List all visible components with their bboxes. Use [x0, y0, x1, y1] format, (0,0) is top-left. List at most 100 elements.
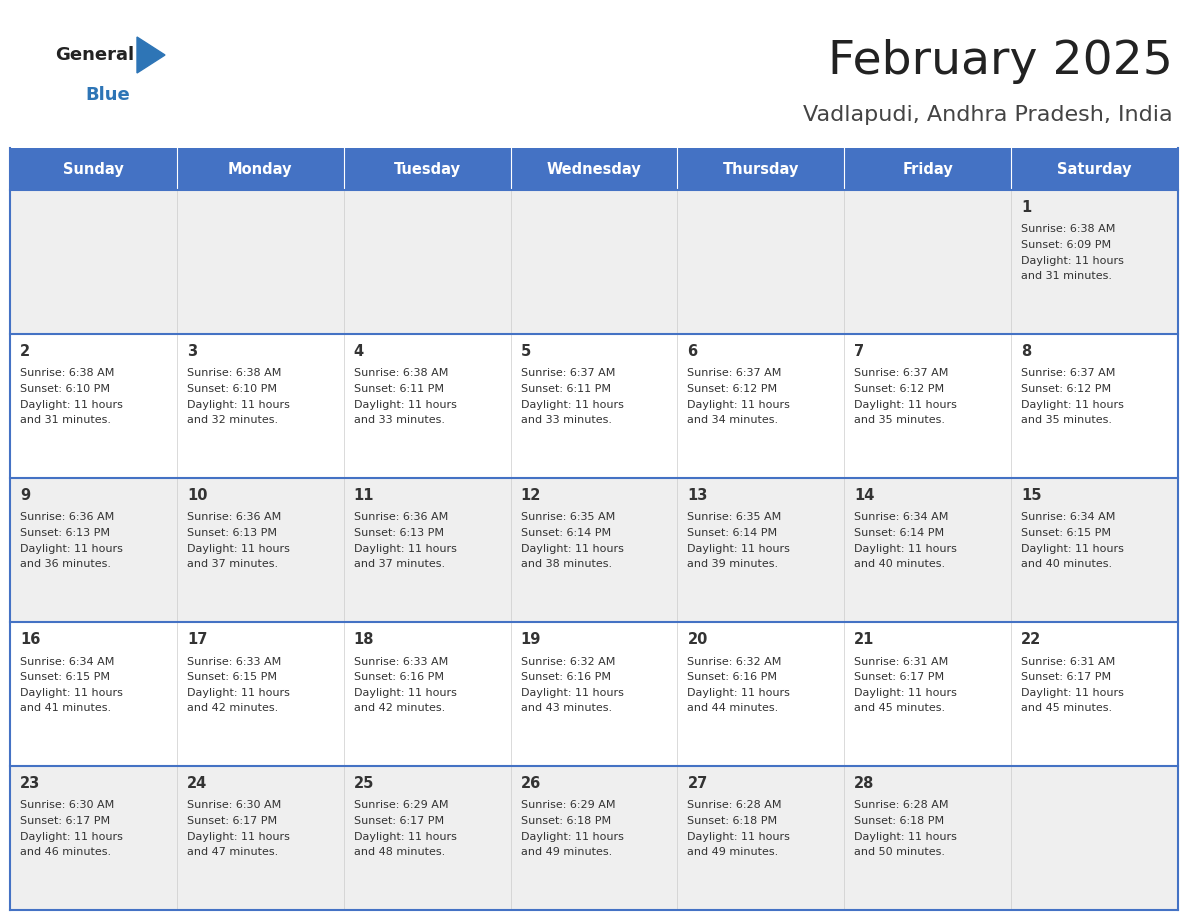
Text: Sunset: 6:13 PM: Sunset: 6:13 PM — [20, 528, 110, 538]
Text: and 33 minutes.: and 33 minutes. — [520, 415, 612, 425]
Text: Daylight: 11 hours: Daylight: 11 hours — [354, 688, 456, 698]
Bar — [343, 148, 511, 190]
Text: 21: 21 — [854, 632, 874, 647]
Bar — [1011, 148, 1178, 190]
Text: and 44 minutes.: and 44 minutes. — [688, 703, 778, 713]
Text: Sunday: Sunday — [63, 162, 124, 176]
Text: Sunrise: 6:36 AM: Sunrise: 6:36 AM — [354, 512, 448, 522]
Text: 26: 26 — [520, 776, 541, 791]
Text: Daylight: 11 hours: Daylight: 11 hours — [1022, 399, 1124, 409]
Text: Sunrise: 6:35 AM: Sunrise: 6:35 AM — [688, 512, 782, 522]
Text: Daylight: 11 hours: Daylight: 11 hours — [688, 832, 790, 842]
Text: Sunrise: 6:30 AM: Sunrise: 6:30 AM — [20, 800, 114, 811]
Bar — [845, 190, 1011, 334]
Text: Sunset: 6:12 PM: Sunset: 6:12 PM — [1022, 384, 1111, 394]
Text: Daylight: 11 hours: Daylight: 11 hours — [520, 399, 624, 409]
Text: Sunrise: 6:34 AM: Sunrise: 6:34 AM — [854, 512, 949, 522]
Bar — [677, 148, 845, 190]
Text: 19: 19 — [520, 632, 541, 647]
Bar — [177, 190, 343, 334]
Bar — [343, 478, 511, 622]
Text: and 35 minutes.: and 35 minutes. — [1022, 415, 1112, 425]
Text: Sunrise: 6:37 AM: Sunrise: 6:37 AM — [854, 368, 949, 378]
Text: Daylight: 11 hours: Daylight: 11 hours — [688, 688, 790, 698]
Text: Daylight: 11 hours: Daylight: 11 hours — [354, 832, 456, 842]
Text: Sunrise: 6:38 AM: Sunrise: 6:38 AM — [187, 368, 282, 378]
Text: Daylight: 11 hours: Daylight: 11 hours — [520, 832, 624, 842]
Bar — [845, 334, 1011, 478]
Bar — [343, 766, 511, 910]
Text: Sunrise: 6:32 AM: Sunrise: 6:32 AM — [520, 656, 615, 666]
Text: and 34 minutes.: and 34 minutes. — [688, 415, 778, 425]
Text: and 45 minutes.: and 45 minutes. — [1022, 703, 1112, 713]
Text: General: General — [55, 46, 134, 64]
Text: and 31 minutes.: and 31 minutes. — [1022, 271, 1112, 281]
Text: and 46 minutes.: and 46 minutes. — [20, 847, 112, 857]
Text: Sunset: 6:17 PM: Sunset: 6:17 PM — [854, 672, 944, 682]
Text: Saturday: Saturday — [1057, 162, 1132, 176]
Text: and 50 minutes.: and 50 minutes. — [854, 847, 946, 857]
Bar — [677, 334, 845, 478]
Text: Daylight: 11 hours: Daylight: 11 hours — [1022, 255, 1124, 265]
Bar — [677, 622, 845, 766]
Text: Sunset: 6:15 PM: Sunset: 6:15 PM — [20, 672, 110, 682]
Text: Daylight: 11 hours: Daylight: 11 hours — [20, 832, 122, 842]
Text: 12: 12 — [520, 488, 541, 503]
Text: Sunrise: 6:28 AM: Sunrise: 6:28 AM — [854, 800, 949, 811]
Text: Sunset: 6:14 PM: Sunset: 6:14 PM — [854, 528, 944, 538]
Text: 22: 22 — [1022, 632, 1042, 647]
Text: Daylight: 11 hours: Daylight: 11 hours — [187, 543, 290, 554]
Text: Daylight: 11 hours: Daylight: 11 hours — [354, 399, 456, 409]
Text: and 37 minutes.: and 37 minutes. — [187, 559, 278, 569]
Text: 18: 18 — [354, 632, 374, 647]
Text: Sunset: 6:18 PM: Sunset: 6:18 PM — [854, 816, 944, 826]
Text: Sunset: 6:17 PM: Sunset: 6:17 PM — [354, 816, 444, 826]
Text: Sunset: 6:14 PM: Sunset: 6:14 PM — [688, 528, 778, 538]
Text: Wednesday: Wednesday — [546, 162, 642, 176]
Text: 27: 27 — [688, 776, 708, 791]
Text: and 31 minutes.: and 31 minutes. — [20, 415, 110, 425]
Text: and 35 minutes.: and 35 minutes. — [854, 415, 946, 425]
Text: and 43 minutes.: and 43 minutes. — [520, 703, 612, 713]
Text: Sunrise: 6:34 AM: Sunrise: 6:34 AM — [1022, 512, 1116, 522]
Text: Daylight: 11 hours: Daylight: 11 hours — [688, 543, 790, 554]
Text: 23: 23 — [20, 776, 40, 791]
Text: 28: 28 — [854, 776, 874, 791]
Text: Sunset: 6:09 PM: Sunset: 6:09 PM — [1022, 240, 1111, 250]
Text: Sunset: 6:13 PM: Sunset: 6:13 PM — [187, 528, 277, 538]
Text: 24: 24 — [187, 776, 207, 791]
Bar — [10, 478, 177, 622]
Bar — [845, 148, 1011, 190]
Bar — [677, 190, 845, 334]
Text: and 49 minutes.: and 49 minutes. — [688, 847, 778, 857]
Text: Blue: Blue — [86, 86, 129, 104]
Bar — [177, 334, 343, 478]
Text: Sunrise: 6:38 AM: Sunrise: 6:38 AM — [1022, 225, 1116, 234]
Bar — [511, 766, 677, 910]
Text: Sunset: 6:16 PM: Sunset: 6:16 PM — [354, 672, 443, 682]
Bar — [10, 148, 177, 190]
Text: and 42 minutes.: and 42 minutes. — [354, 703, 446, 713]
Text: Sunset: 6:12 PM: Sunset: 6:12 PM — [854, 384, 944, 394]
Text: Sunset: 6:11 PM: Sunset: 6:11 PM — [354, 384, 443, 394]
Text: and 33 minutes.: and 33 minutes. — [354, 415, 444, 425]
Bar — [1011, 190, 1178, 334]
Bar — [1011, 334, 1178, 478]
Text: and 36 minutes.: and 36 minutes. — [20, 559, 110, 569]
Text: Friday: Friday — [903, 162, 953, 176]
Bar — [10, 622, 177, 766]
Text: Sunset: 6:15 PM: Sunset: 6:15 PM — [187, 672, 277, 682]
Text: Daylight: 11 hours: Daylight: 11 hours — [20, 543, 122, 554]
Polygon shape — [137, 37, 165, 73]
Text: Sunrise: 6:31 AM: Sunrise: 6:31 AM — [1022, 656, 1116, 666]
Bar — [845, 622, 1011, 766]
Text: Sunrise: 6:36 AM: Sunrise: 6:36 AM — [187, 512, 282, 522]
Text: Sunrise: 6:28 AM: Sunrise: 6:28 AM — [688, 800, 782, 811]
Text: and 40 minutes.: and 40 minutes. — [1022, 559, 1112, 569]
Text: Sunrise: 6:29 AM: Sunrise: 6:29 AM — [520, 800, 615, 811]
Text: and 47 minutes.: and 47 minutes. — [187, 847, 278, 857]
Text: Sunrise: 6:38 AM: Sunrise: 6:38 AM — [354, 368, 448, 378]
Text: Vadlapudi, Andhra Pradesh, India: Vadlapudi, Andhra Pradesh, India — [803, 105, 1173, 125]
Text: Sunrise: 6:34 AM: Sunrise: 6:34 AM — [20, 656, 114, 666]
Text: Daylight: 11 hours: Daylight: 11 hours — [688, 399, 790, 409]
